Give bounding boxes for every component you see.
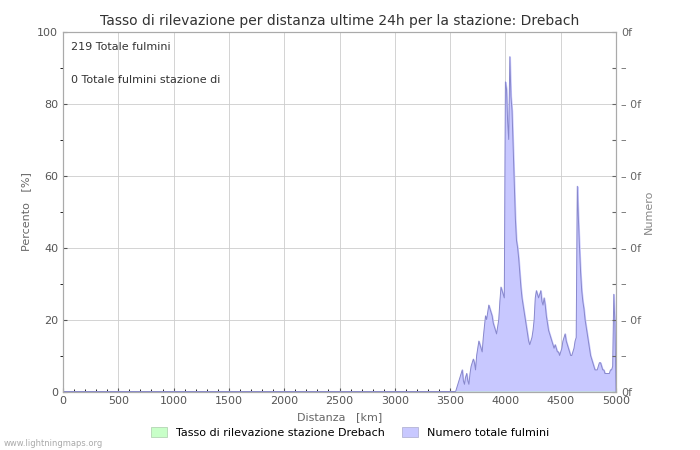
- Legend: Tasso di rilevazione stazione Drebach, Numero totale fulmini: Tasso di rilevazione stazione Drebach, N…: [146, 423, 554, 442]
- Text: www.lightningmaps.org: www.lightningmaps.org: [4, 439, 103, 448]
- Title: Tasso di rilevazione per distanza ultime 24h per la stazione: Drebach: Tasso di rilevazione per distanza ultime…: [100, 14, 579, 27]
- Text: 219 Totale fulmini: 219 Totale fulmini: [71, 42, 171, 52]
- Text: 0 Totale fulmini stazione di: 0 Totale fulmini stazione di: [71, 75, 220, 85]
- Y-axis label: Percento   [%]: Percento [%]: [22, 172, 32, 251]
- X-axis label: Distanza   [km]: Distanza [km]: [297, 412, 382, 422]
- Y-axis label: Numero: Numero: [644, 189, 654, 234]
